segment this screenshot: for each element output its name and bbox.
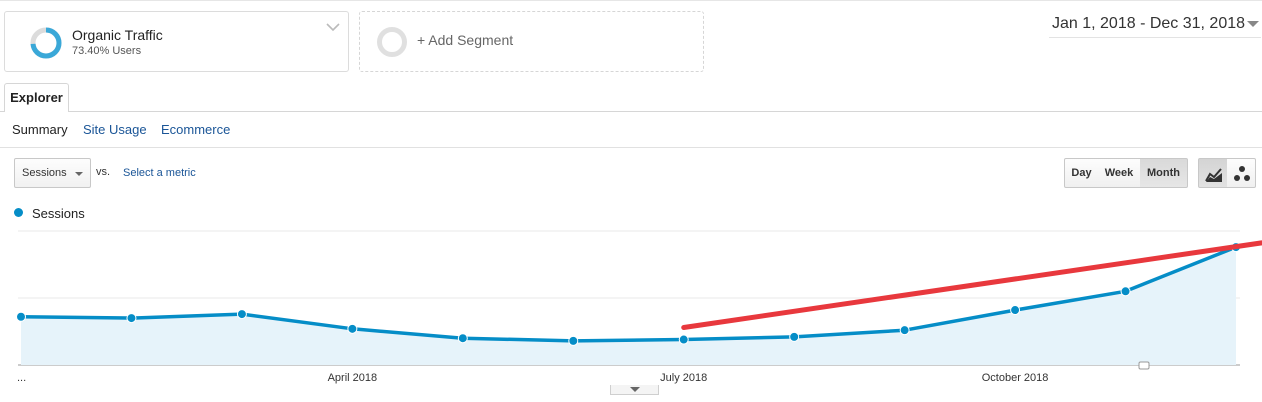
subtab-ecommerce[interactable]: Ecommerce (161, 122, 231, 137)
x-tick-label: April 2018 (328, 372, 378, 384)
segment-title: Organic Traffic (72, 27, 163, 43)
chevron-down-icon[interactable] (326, 22, 340, 32)
date-range-picker[interactable]: Jan 1, 2018 - Dec 31, 2018 (1049, 11, 1261, 38)
segment-subtitle: 73.40% Users (72, 45, 142, 57)
vs-label: vs. (96, 166, 111, 178)
caret-down-icon (75, 172, 83, 176)
caret-down-icon (1247, 21, 1259, 27)
subtab-summary[interactable]: Summary (12, 122, 68, 137)
subtab-divider (0, 147, 1262, 148)
add-segment-label: + Add Segment (417, 32, 514, 48)
tab-divider (0, 111, 1262, 112)
legend-sessions-dot (14, 208, 23, 217)
annotation-marker-icon (1138, 361, 1150, 370)
chart-collapse-handle[interactable] (610, 385, 659, 395)
top-divider (0, 0, 1262, 1)
x-tick-label: ... (17, 372, 26, 384)
segment-organic-traffic[interactable]: Organic Traffic 73.40% Users (4, 11, 349, 72)
sessions-line (20, 245, 1237, 343)
sessions-point-2018-06 (568, 335, 579, 346)
sessions-point-2018-10 (1010, 305, 1021, 316)
x-tick-label: October 2018 (982, 372, 1049, 384)
sessions-chart: ... April 2018 July 2018 October 2018 (16, 230, 1262, 384)
metric-selected: Sessions (22, 167, 67, 179)
select-metric-link[interactable]: Select a metric (123, 167, 196, 179)
motion-chart-icon (1234, 166, 1250, 181)
caret-down-icon (630, 387, 640, 392)
legend-sessions-label[interactable]: Sessions (32, 206, 85, 221)
week-button[interactable]: Week (1098, 158, 1141, 188)
motion-chart-button[interactable] (1227, 158, 1256, 188)
empty-segment-ring-icon (377, 27, 407, 57)
add-segment-button[interactable]: + Add Segment (359, 11, 704, 72)
sessions-point-2018-05 (457, 333, 468, 344)
sessions-point-2018-08 (789, 331, 800, 342)
x-tick-label: July 2018 (660, 372, 707, 384)
sessions-point-2018-04 (347, 323, 358, 334)
sessions-point-2018-07 (678, 334, 689, 345)
trend-arrow-line (681, 240, 1262, 330)
segment-donut-icon (30, 27, 62, 59)
sessions-point-2018-02 (126, 313, 137, 324)
sessions-area (21, 247, 1236, 365)
sessions-point-2018-11 (1120, 286, 1131, 297)
metric-dropdown[interactable]: Sessions (14, 158, 91, 188)
sessions-point-2018-09 (899, 325, 910, 336)
day-button[interactable]: Day (1064, 158, 1099, 188)
subtab-site-usage[interactable]: Site Usage (83, 122, 147, 137)
tab-explorer[interactable]: Explorer (4, 83, 69, 112)
line-chart-button[interactable] (1198, 158, 1228, 188)
line-chart-icon (1205, 168, 1222, 182)
sessions-point-2018-01 (16, 311, 26, 322)
month-button[interactable]: Month (1140, 158, 1188, 188)
date-range-label: Jan 1, 2018 - Dec 31, 2018 (1052, 15, 1246, 32)
sessions-point-2018-03 (236, 309, 247, 320)
